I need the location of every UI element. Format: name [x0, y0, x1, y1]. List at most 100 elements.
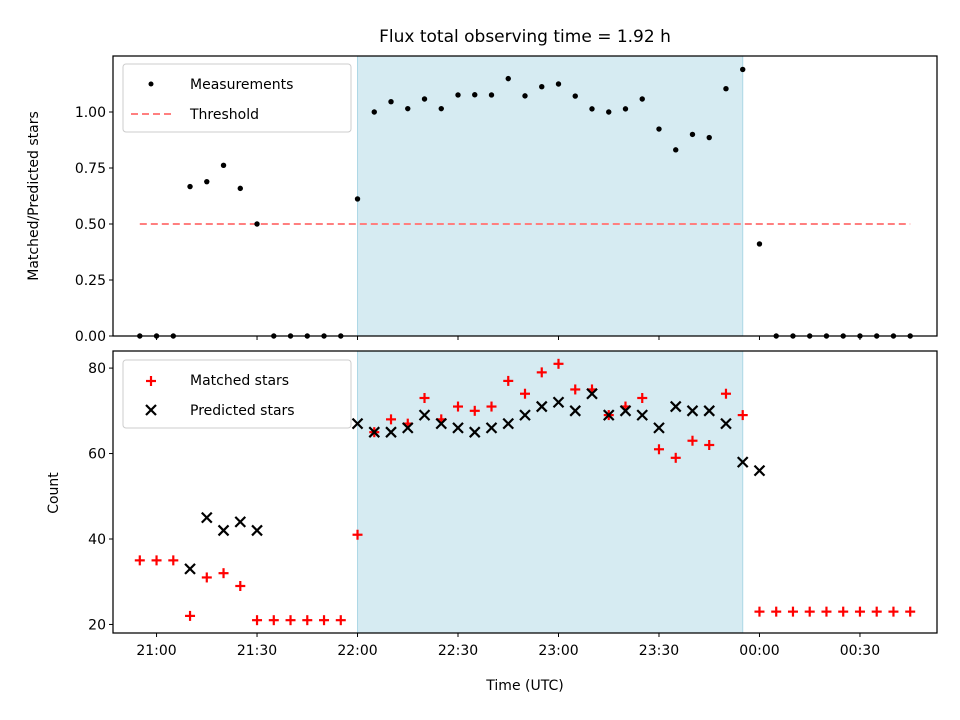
matched-star-point [235, 581, 246, 591]
measurement-point [706, 134, 712, 141]
matched-star-point [319, 615, 330, 626]
measurement-point [622, 106, 629, 112]
ratio-ytick-label: 0.75 [75, 161, 106, 177]
measurement-point [438, 105, 444, 112]
measurement-point [220, 162, 227, 169]
measurement-point [204, 178, 210, 185]
legend-matched-marker [146, 376, 156, 386]
matched-star-point [419, 393, 430, 403]
predicted-star-point [720, 417, 732, 430]
counts-ytick-label: 80 [88, 361, 106, 377]
measurement-point [488, 92, 495, 98]
matched-star-point [670, 452, 681, 463]
predicted-star-point [385, 426, 397, 438]
matched-star-point [771, 606, 782, 617]
measurement-point [405, 105, 411, 112]
measurement-point [354, 196, 361, 202]
matched-star-point [453, 401, 464, 412]
counts-axes-frame [112, 350, 938, 634]
measurement-point [371, 109, 377, 115]
matched-star-point [469, 405, 480, 416]
ratio-ytick-label: 0.00 [75, 329, 106, 345]
predicted-star-point [586, 387, 598, 400]
measurement-point [656, 126, 662, 132]
matched-star-point [871, 606, 882, 617]
predicted-star-point [703, 405, 716, 417]
matched-star-point [185, 610, 196, 621]
matched-star-point [704, 440, 715, 450]
predicted-star-point [184, 563, 196, 575]
measurement-point [639, 96, 645, 102]
predicted-star-point [251, 524, 263, 537]
measurement-point [673, 147, 679, 153]
legend-matched-label: Matched stars [190, 373, 289, 389]
matched-star-point [720, 388, 731, 399]
predicted-star-point [686, 405, 699, 417]
counts-ytick-label: 60 [88, 447, 106, 463]
legend-threshold-label: Threshold [189, 107, 259, 123]
matched-star-point [637, 393, 648, 403]
predicted-star-point [401, 422, 414, 434]
predicted-star-point [753, 464, 766, 477]
chart-title: Flux total observing time = 1.92 h [379, 27, 671, 47]
matched-star-point [302, 615, 313, 626]
ratio-legend: Measurements Threshold [122, 63, 352, 133]
counts-shaded-interval [357, 350, 744, 634]
predicted-star-point [418, 409, 431, 421]
ratio-y-axis-label: Matched/Predicted stars [26, 111, 42, 281]
matched-star-point [737, 410, 748, 421]
matched-star-point [553, 358, 564, 369]
measurement-point [254, 221, 260, 227]
predicted-star-point [502, 417, 515, 430]
predicted-star-point [602, 409, 615, 421]
matched-star-point [151, 555, 162, 566]
legend-measurements-label: Measurements [190, 77, 293, 93]
matched-star-point [687, 435, 698, 446]
matched-star-point [854, 606, 865, 617]
matched-star-point [201, 572, 212, 583]
matched-star-point [520, 388, 530, 399]
predicted-star-point [435, 417, 448, 430]
measurement-point [740, 66, 746, 73]
matched-star-point [888, 606, 899, 617]
counts-legend: Matched stars Predicted stars [122, 359, 352, 429]
counts-ytick-label: 40 [88, 532, 106, 548]
ratio-ytick-label: 1.00 [75, 105, 106, 121]
matched-star-point [570, 384, 581, 395]
measurement-point [472, 92, 478, 98]
ratio-panel: 0.00 0.25 0.50 0.75 1.00 Matched/Predicted s… [26, 55, 938, 345]
measurement-point [388, 98, 394, 105]
counts-panel: 20 40 60 80 21:00 21:30 22:00 22:30 23:00 23:30 0… [46, 350, 938, 694]
matched-star-point [168, 555, 179, 566]
matched-star-point [838, 606, 849, 617]
legend-predicted-label: Predicted stars [190, 403, 295, 419]
predicted-star-point [636, 409, 649, 421]
predicted-star-point [653, 422, 665, 434]
measurement-point [589, 106, 595, 112]
measurement-point [555, 81, 562, 87]
counts-x-axis-label: Time (UTC) [485, 678, 563, 694]
counts-xtick-label: 21:00 [136, 643, 176, 659]
matched-star-point [218, 568, 229, 579]
matched-star-point [386, 414, 397, 425]
counts-xtick-label: 23:00 [538, 643, 578, 659]
measurement-point [505, 75, 511, 82]
matched-star-point [252, 615, 263, 626]
predicted-star-point [217, 524, 230, 537]
measurement-point [237, 185, 243, 192]
legend-measurements-marker [148, 81, 154, 87]
legend-predicted-marker [145, 404, 157, 416]
matched-star-point [536, 367, 547, 378]
measurement-point [606, 109, 612, 115]
counts-xtick-label: 22:30 [438, 643, 478, 659]
matched-star-point [268, 615, 279, 626]
predicted-star-point [452, 422, 464, 434]
predicted-star-point [351, 417, 364, 430]
matched-star-point [905, 606, 916, 617]
predicted-star-point [535, 400, 548, 413]
predicted-star-point [569, 405, 582, 417]
matched-star-point [804, 606, 815, 617]
counts-ytick-label: 20 [88, 617, 106, 633]
measurement-point [455, 92, 461, 98]
